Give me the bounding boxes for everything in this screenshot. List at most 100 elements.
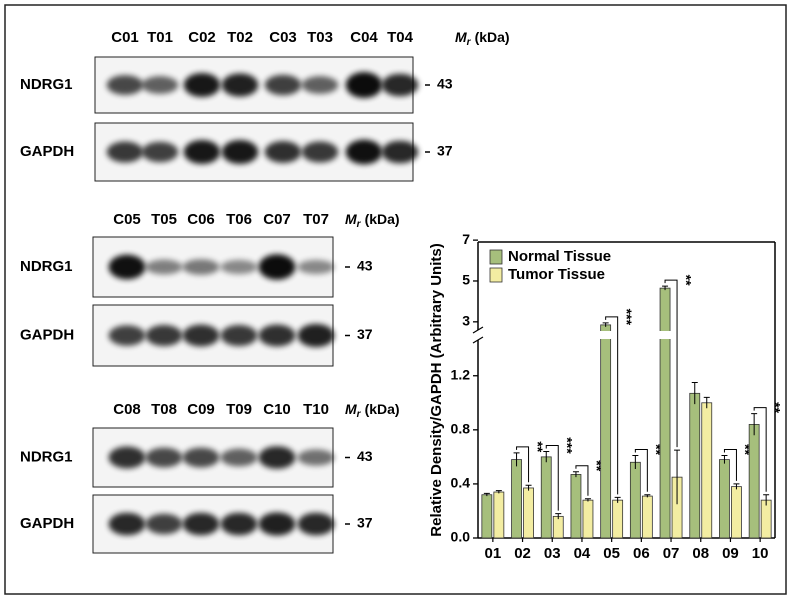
significance-label: *** (560, 437, 576, 454)
y-tick-label: 0.0 (451, 529, 471, 545)
blot-band (258, 446, 296, 469)
error-bar (555, 513, 562, 520)
bar (600, 324, 612, 539)
significance-bracket (516, 446, 530, 483)
blot-band (108, 254, 146, 280)
significance-label: *** (619, 309, 635, 326)
mr-unit: (kDa) (365, 211, 400, 227)
y-axis-label: Relative Density/GAPDH (Arbitrary Units) (428, 243, 445, 536)
blot-band (381, 73, 419, 97)
lane-label: C07 (263, 211, 291, 228)
x-tick-label: 09 (722, 545, 739, 562)
blot-band (301, 76, 339, 94)
blot-band (258, 324, 296, 347)
lane-label: C09 (187, 401, 215, 418)
lane-label: C05 (113, 211, 141, 228)
bar (552, 515, 564, 539)
lane-label: T08 (151, 401, 177, 418)
error-bar (614, 496, 621, 503)
significance-label: ** (649, 444, 665, 455)
x-tick-label: 08 (692, 545, 709, 562)
x-tick-label: 07 (663, 545, 680, 562)
bar (731, 486, 742, 539)
lane-label: C08 (113, 401, 141, 418)
lane-label: T06 (226, 211, 252, 228)
blot-band (145, 324, 183, 347)
error-bar (495, 490, 502, 494)
error-bar (525, 484, 532, 491)
blot-band (145, 513, 183, 535)
bar (701, 402, 713, 539)
blot-band (264, 74, 302, 96)
error-bar (483, 492, 490, 497)
mr-unit: (kDa) (365, 401, 400, 417)
mr-label: Mr (kDa) (455, 29, 510, 48)
error-bar (733, 483, 740, 490)
lane-label: T04 (387, 29, 414, 46)
marker-label: 43 (357, 258, 373, 274)
blot-band (182, 447, 220, 468)
error-bar (644, 494, 651, 498)
lane-label: C01 (111, 29, 139, 46)
significance-label: ** (678, 275, 694, 286)
lane-label: T05 (151, 211, 177, 228)
significance-bracket (605, 316, 619, 495)
error-bar (674, 449, 681, 505)
legend-swatch (489, 267, 503, 283)
error-bar (602, 322, 609, 327)
lane-label: T01 (147, 29, 173, 46)
mr-sub: r (467, 37, 472, 48)
significance-bracket (545, 444, 559, 511)
significance-bracket (753, 407, 767, 492)
mr-unit: (kDa) (475, 29, 510, 45)
y-tick-label: 7 (462, 231, 470, 247)
error-bar (721, 455, 728, 464)
blot-band (297, 449, 335, 466)
legend-label: Tumor Tissue (508, 266, 605, 283)
blot-band (220, 448, 258, 467)
marker-label: 37 (437, 143, 453, 159)
y-tick-label: 1.2 (451, 366, 471, 382)
error-bar (584, 498, 591, 502)
x-tick-label: 01 (485, 545, 502, 562)
marker-label: 37 (357, 326, 373, 342)
error-bar (543, 450, 550, 463)
mr-symbol: M (345, 211, 357, 227)
mr-symbol: M (455, 29, 467, 45)
row-label: NDRG1 (20, 76, 73, 93)
blot-band (297, 323, 335, 348)
bar (629, 461, 641, 539)
significance-label: ** (530, 441, 546, 452)
row-label: NDRG1 (20, 258, 73, 275)
error-bar (513, 452, 520, 467)
blot-band (108, 325, 146, 346)
significance-bracket (723, 449, 737, 481)
blot-band (381, 140, 419, 164)
blot-band (141, 76, 179, 94)
blot-band (106, 75, 144, 95)
marker-label: 37 (357, 515, 373, 531)
error-bar (632, 455, 639, 470)
significance-bracket (634, 449, 648, 492)
blot-band (264, 141, 302, 163)
blot-band (221, 140, 259, 164)
x-tick-label: 06 (633, 545, 650, 562)
y-tick-label: 3 (462, 313, 470, 329)
lane-label: C10 (263, 401, 291, 418)
significance-bracket (575, 465, 589, 496)
x-tick-label: 03 (544, 545, 561, 562)
bar-break-gap (599, 331, 612, 339)
bar (612, 499, 624, 539)
x-tick-label: 04 (574, 545, 591, 562)
error-bar (691, 382, 698, 405)
bar (760, 499, 772, 539)
x-tick-label: 02 (514, 545, 531, 562)
bar (493, 491, 505, 539)
mr-label: Mr (kDa) (345, 211, 400, 230)
row-label: NDRG1 (20, 448, 73, 465)
bar (523, 487, 534, 539)
significance-bracket (664, 279, 678, 448)
blot-band (108, 446, 146, 469)
marker-label: 43 (357, 448, 373, 464)
